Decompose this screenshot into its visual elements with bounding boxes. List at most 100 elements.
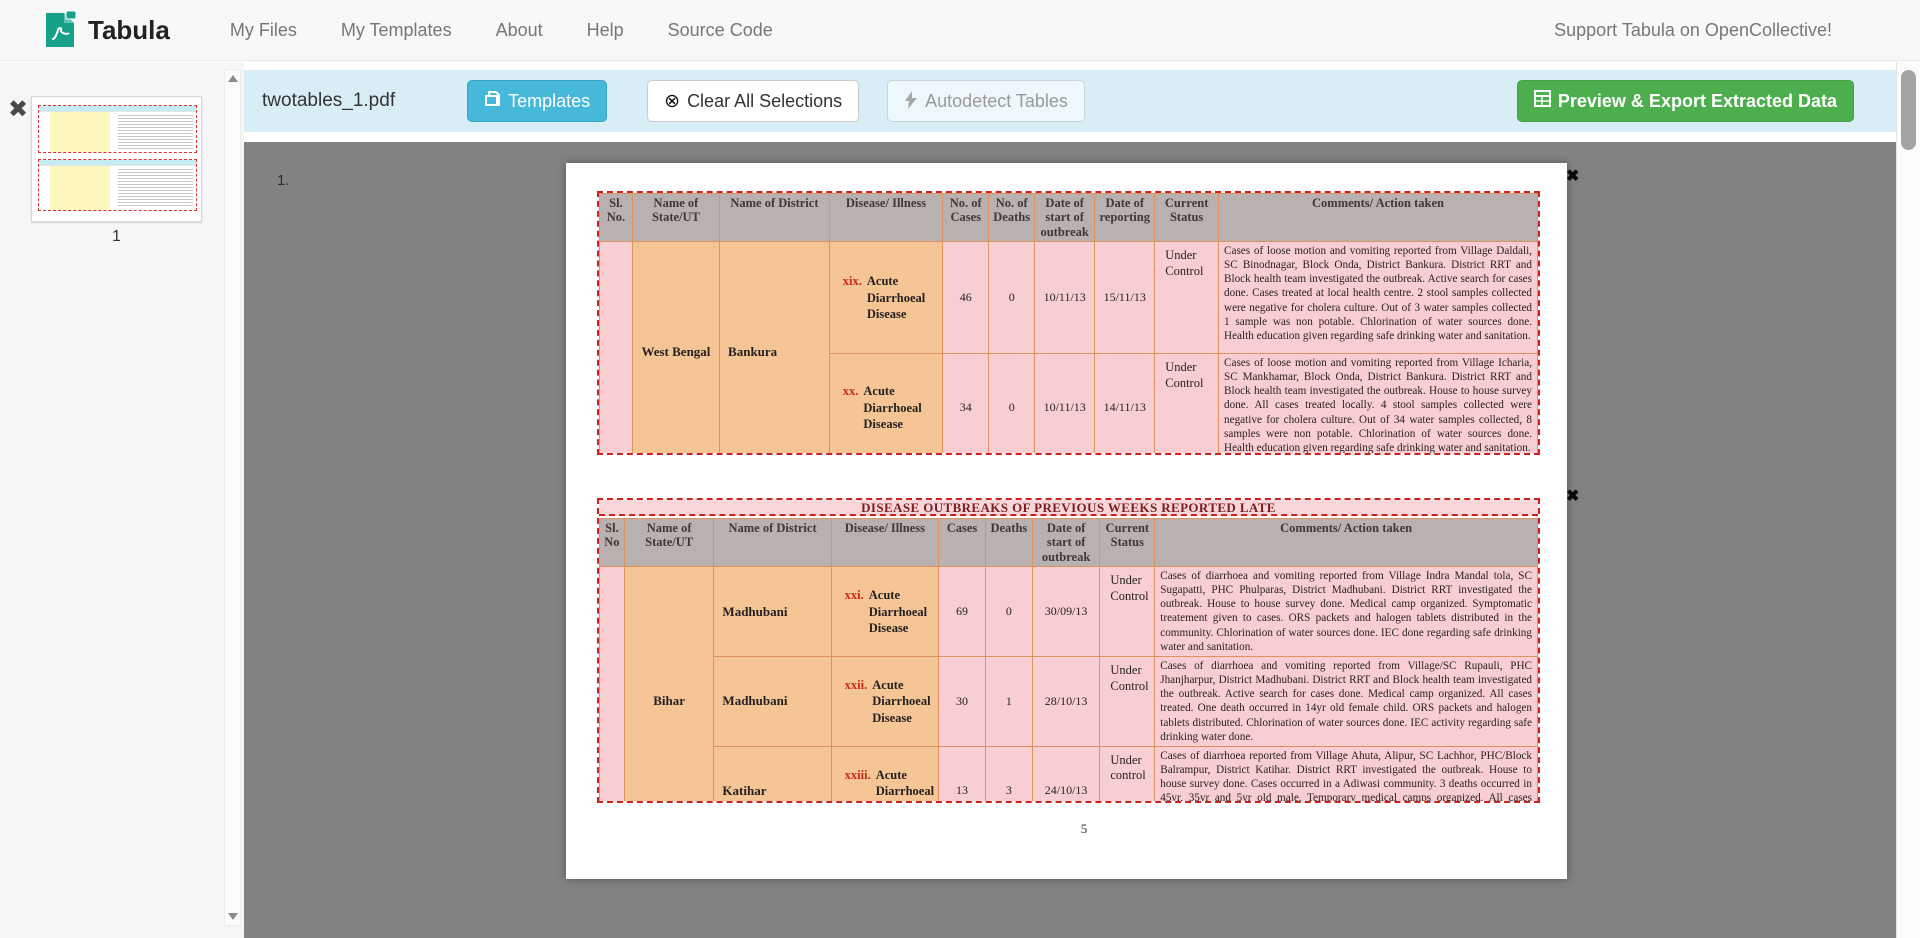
cell-state: Bihar bbox=[623, 566, 715, 801]
cell-district: Katihar bbox=[713, 745, 832, 801]
column-header: Date of reporting bbox=[1094, 193, 1156, 243]
cell-date-reporting: 14/11/13 bbox=[1094, 353, 1156, 453]
viewer-page-marker: 1. bbox=[277, 172, 290, 189]
column-header: Date of start of outbreak bbox=[1034, 193, 1096, 243]
column-header: Name of District bbox=[719, 193, 830, 243]
column-header: Date of start of outbreak bbox=[1031, 517, 1101, 568]
cell-sl-no bbox=[599, 241, 633, 453]
cell-deaths: 0 bbox=[988, 241, 1036, 355]
cell-district: Bankura bbox=[719, 241, 830, 453]
cell-sl-no bbox=[599, 566, 625, 801]
document-filename: twotables_1.pdf bbox=[262, 90, 396, 111]
cell-deaths: 0 bbox=[984, 566, 1033, 658]
page-thumbnails-sidebar: ✖ 1 bbox=[0, 62, 244, 938]
lightning-icon bbox=[904, 90, 918, 112]
thumbnail-page-number: 1 bbox=[112, 228, 121, 245]
nav-menu: My Files My Templates About Help Source … bbox=[208, 20, 795, 41]
cell-disease: xxii. Acute Diarrhoeal Disease bbox=[830, 656, 940, 747]
cell-cases: 46 bbox=[942, 241, 990, 355]
column-header: No. of Cases bbox=[942, 193, 990, 243]
cell-deaths: 3 bbox=[984, 745, 1033, 801]
templates-icon bbox=[484, 90, 501, 112]
pdf-page[interactable]: Sl. No. Name of State/UT Name of District D… bbox=[566, 163, 1579, 879]
cell-state: West Bengal bbox=[631, 241, 721, 453]
cell-status: Under Control bbox=[1154, 241, 1220, 355]
cell-cases: 13 bbox=[938, 745, 986, 801]
column-header: Name of State/UT bbox=[631, 193, 721, 243]
thumbnail-selection-1 bbox=[38, 105, 197, 153]
table-selection-2[interactable]: DISEASE OUTBREAKS OF PREVIOUS WEEKS REPO… bbox=[597, 498, 1540, 803]
column-header: Comments/ Action taken bbox=[1154, 517, 1538, 568]
nav-item-my-files[interactable]: My Files bbox=[229, 19, 297, 40]
table-grid-icon bbox=[1533, 90, 1551, 112]
scroll-down-icon[interactable] bbox=[228, 913, 238, 920]
support-link[interactable]: Support Tabula on OpenCollective! bbox=[1554, 19, 1832, 40]
nav-item-my-templates[interactable]: My Templates bbox=[340, 19, 452, 40]
nav-item-help[interactable]: Help bbox=[586, 19, 624, 40]
cell-cases: 30 bbox=[938, 656, 986, 747]
column-header: Cases bbox=[938, 517, 986, 568]
column-header: Name of State/UT bbox=[623, 517, 715, 568]
cell-status: Under Control bbox=[1099, 656, 1156, 747]
window-scrollbar-thumb[interactable] bbox=[1901, 70, 1916, 150]
cell-date-start: 10/11/13 bbox=[1034, 353, 1096, 453]
scroll-up-icon[interactable] bbox=[228, 75, 238, 82]
cell-comments: Cases of loose motion and vomiting repor… bbox=[1218, 241, 1538, 355]
autodetect-tables-button[interactable]: Autodetect Tables bbox=[887, 80, 1085, 122]
cell-deaths: 1 bbox=[984, 656, 1033, 747]
cell-comments: Cases of diarrhoea and vomiting reported… bbox=[1154, 566, 1538, 658]
table-row: Bihar Madhubani xxi. Acute Diarrhoeal Disea… bbox=[599, 566, 1538, 801]
column-header: Sl. No bbox=[599, 517, 625, 568]
table-selection-1[interactable]: Sl. No. Name of State/UT Name of District D… bbox=[597, 191, 1540, 455]
clear-selections-icon: ⊗ bbox=[664, 90, 681, 112]
cell-cases: 69 bbox=[938, 566, 986, 658]
cell-disease: xxiii.Acute Diarrhoeal Disease bbox=[830, 745, 940, 801]
cell-date-reporting: 15/11/13 bbox=[1094, 241, 1156, 355]
templates-button[interactable]: Templates bbox=[467, 80, 608, 122]
sidebar-scrollbar[interactable] bbox=[224, 69, 241, 926]
brand-name[interactable]: Tabula bbox=[88, 14, 170, 45]
clear-all-selections-button[interactable]: ⊗ Clear All Selections bbox=[647, 80, 860, 122]
cell-date-start: 30/09/13 bbox=[1031, 566, 1101, 658]
tabula-logo-icon bbox=[42, 9, 78, 51]
cell-date-start: 10/11/13 bbox=[1034, 241, 1096, 355]
thumbnail-selection-2 bbox=[38, 159, 197, 211]
column-header: Disease/ Illness bbox=[828, 193, 944, 243]
column-header: No. of Deaths bbox=[988, 193, 1036, 243]
remove-page-icon[interactable]: ✖ bbox=[8, 96, 29, 123]
export-label: Preview & Export Extracted Data bbox=[1557, 90, 1837, 111]
column-header: Deaths bbox=[984, 517, 1033, 568]
column-header: Disease/ Illness bbox=[830, 517, 940, 568]
column-header: Comments/ Action taken bbox=[1218, 193, 1538, 243]
toolbar: twotables_1.pdf Templates ⊗ Clear All Se… bbox=[244, 70, 1896, 132]
preview-export-button[interactable]: Preview & Export Extracted Data bbox=[1516, 80, 1854, 122]
templates-label: Templates bbox=[508, 90, 591, 111]
nav-item-source-code[interactable]: Source Code bbox=[667, 19, 773, 40]
autodetect-label: Autodetect Tables bbox=[925, 90, 1068, 111]
nav-item-about[interactable]: About bbox=[495, 19, 543, 40]
cell-district: Madhubani bbox=[713, 656, 832, 747]
cell-comments: Cases of diarrhoea reported from Village… bbox=[1154, 745, 1538, 801]
page-thumbnail[interactable] bbox=[31, 96, 202, 222]
pdf-table: Sl. No. Name of State/UT Name of District D… bbox=[599, 193, 1538, 453]
clear-label: Clear All Selections bbox=[687, 90, 843, 111]
cell-deaths: 0 bbox=[988, 353, 1036, 453]
selection-1-close-icon[interactable]: ✖ bbox=[1566, 168, 1580, 185]
column-header: Current Status bbox=[1154, 193, 1220, 243]
table-row: xx. Acute Diarrhoeal Disease 34 0 10/11/13 14… bbox=[600, 353, 1538, 453]
cell-district: Madhubani bbox=[713, 566, 832, 658]
cell-cases: 34 bbox=[942, 353, 990, 453]
tabula-brand[interactable]: Tabula bbox=[42, 9, 170, 51]
pdf-page-number: 5 bbox=[1080, 821, 1088, 836]
selection-2-close-icon[interactable]: ✖ bbox=[1566, 488, 1580, 505]
window-scrollbar[interactable] bbox=[1896, 62, 1920, 938]
navbar: Tabula My Files My Templates About Help … bbox=[0, 0, 1920, 61]
cell-date-start: 28/10/13 bbox=[1031, 656, 1101, 747]
cell-disease: xx. Acute Diarrhoeal Disease bbox=[828, 353, 944, 453]
table-row: West Bengal Bankura xix. Acute Diarrhoeal D… bbox=[599, 241, 1538, 453]
cell-status: Under Control bbox=[1154, 353, 1220, 453]
cell-status: Under Control bbox=[1099, 566, 1156, 658]
cell-comments: Cases of diarrhoea and vomiting reported… bbox=[1154, 656, 1538, 747]
cell-status: Under control bbox=[1099, 745, 1156, 801]
